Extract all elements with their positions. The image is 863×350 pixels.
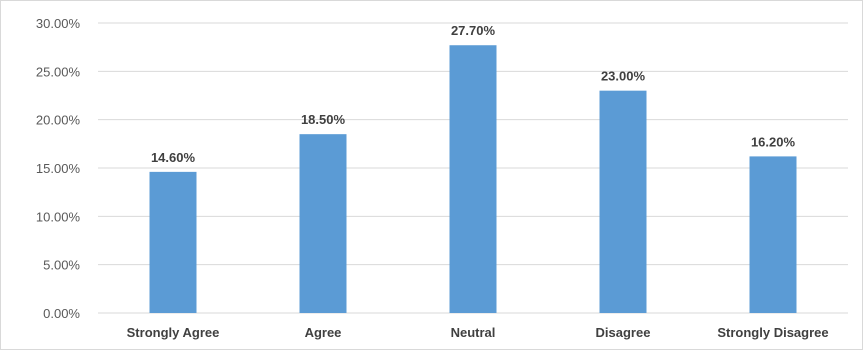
y-tick-label: 5.00%: [43, 258, 80, 273]
data-labels: 14.60% 18.50% 27.70% 23.00% 16.20%: [151, 23, 796, 165]
y-tick-label: 20.00%: [36, 113, 81, 128]
y-tick-label: 10.00%: [36, 209, 81, 224]
y-axis-tick-labels: 0.00% 5.00% 10.00% 15.00% 20.00% 25.00% 30.00%: [36, 16, 81, 321]
category-label: Agree: [305, 325, 342, 340]
bar: [449, 45, 497, 313]
data-label: 23.00%: [601, 69, 646, 84]
bar: [149, 171, 197, 313]
bar: [599, 90, 647, 314]
y-tick-label: 15.00%: [36, 161, 81, 176]
bar: [749, 156, 797, 313]
category-label: Strongly Agree: [127, 325, 220, 340]
bar: [299, 134, 347, 313]
data-label: 16.20%: [751, 134, 796, 149]
y-tick-label: 30.00%: [36, 16, 81, 31]
data-label: 14.60%: [151, 150, 196, 165]
data-label: 18.50%: [301, 112, 346, 127]
category-label: Disagree: [596, 325, 651, 340]
category-label: Neutral: [451, 325, 496, 340]
y-tick-label: 0.00%: [43, 306, 80, 321]
x-axis-category-labels: Strongly Agree Agree Neutral Disagree Strong…: [127, 325, 829, 340]
y-tick-label: 25.00%: [36, 64, 81, 79]
category-label: Strongly Disagree: [717, 325, 828, 340]
bars: [149, 45, 797, 314]
data-label: 27.70%: [451, 23, 496, 38]
